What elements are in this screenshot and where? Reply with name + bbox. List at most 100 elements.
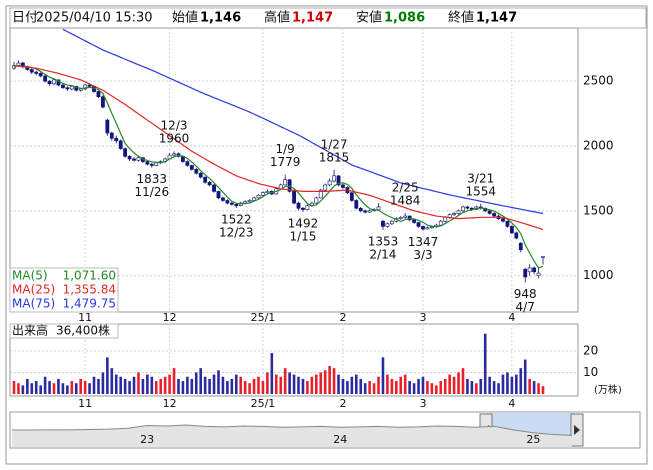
- volume-bar: [479, 378, 483, 394]
- x-tick-label: 4: [508, 397, 515, 410]
- volume-bar: [532, 381, 536, 394]
- candle-body: [60, 84, 65, 88]
- volume-bar: [168, 374, 171, 394]
- volume-bar: [457, 372, 460, 394]
- price-panel: [9, 27, 579, 313]
- x-tick-label: 11: [78, 311, 92, 324]
- candle-body: [149, 163, 154, 166]
- candle-body: [487, 210, 492, 214]
- y-tick-label: 2000: [583, 139, 614, 153]
- candle-body: [381, 220, 385, 227]
- volume-bar: [52, 383, 56, 394]
- candle-body: [212, 184, 216, 192]
- date-label: 日付: [12, 11, 38, 26]
- x-tick-label: 2: [339, 397, 346, 410]
- x-tick-label: 25/1: [251, 397, 276, 410]
- candle-body: [412, 219, 416, 223]
- volume-bar: [159, 378, 162, 394]
- annotation-value: 1522: [221, 212, 252, 226]
- volume-bar: [506, 372, 509, 394]
- candle-body: [78, 88, 83, 91]
- annotation-value: 1815: [319, 151, 350, 165]
- volume-bar: [43, 376, 47, 394]
- volume-bar: [403, 374, 407, 394]
- quote-field-name: 高値: [264, 10, 290, 26]
- volume-bar: [528, 378, 531, 394]
- volume-bar: [497, 383, 500, 394]
- annotation-date: 4/7: [516, 300, 535, 314]
- volume-bar: [88, 383, 91, 394]
- candle-body: [398, 217, 403, 219]
- volume-title: 出来高: [12, 323, 48, 338]
- volume-bar: [288, 372, 291, 394]
- navigator-label: 24: [333, 433, 347, 446]
- volume-bar: [466, 378, 469, 394]
- y-tick-label: 1000: [583, 268, 614, 282]
- candle-body: [376, 206, 381, 210]
- volume-bar: [417, 378, 420, 394]
- volume-bar: [261, 381, 265, 394]
- volume-bar: [395, 381, 398, 394]
- candle-body: [123, 148, 128, 157]
- quote-field-name: 安値: [356, 10, 382, 26]
- candle-body: [29, 69, 34, 73]
- volume-bar: [74, 383, 78, 394]
- volume-bar: [488, 376, 491, 394]
- candle-body: [145, 161, 150, 165]
- volume-bar: [172, 368, 176, 394]
- volume-bar: [323, 370, 327, 394]
- candle-body: [265, 191, 270, 193]
- volume-bar: [79, 378, 82, 394]
- candle-body: [403, 215, 408, 218]
- x-tick-label: 11: [78, 397, 92, 410]
- volume-bar: [57, 378, 60, 394]
- x-tick-label: 4: [508, 311, 515, 324]
- volume-bar: [61, 383, 65, 394]
- volume-bar: [212, 374, 216, 394]
- candle-body: [132, 158, 136, 161]
- candle-body: [65, 87, 70, 90]
- volume-bar: [372, 383, 376, 394]
- candle-body: [492, 213, 497, 217]
- volume-bar: [106, 357, 109, 394]
- candle-body: [509, 226, 514, 234]
- annotation-value: 1484: [390, 193, 421, 207]
- candle-body: [292, 191, 296, 204]
- candle-body: [207, 182, 212, 186]
- volume-bar: [199, 368, 203, 394]
- volume-bar: [119, 376, 122, 394]
- volume-bar: [257, 376, 260, 394]
- annotation-date: 12/3: [161, 119, 188, 133]
- volume-bar: [537, 383, 540, 394]
- volume-bar: [132, 376, 136, 394]
- x-tick-label: 12: [163, 311, 177, 324]
- annotation-date: 1/27: [321, 138, 348, 152]
- quote-field-value: 1,147: [476, 11, 517, 26]
- candle-body: [305, 205, 310, 210]
- candle-body: [256, 194, 261, 199]
- candle-body: [74, 86, 79, 91]
- candle-body: [367, 210, 372, 213]
- volume-bar: [217, 370, 220, 394]
- volume-bar: [181, 381, 185, 394]
- volume-bar: [408, 381, 411, 394]
- quote-field-value: 1,086: [384, 11, 425, 26]
- volume-bar: [154, 381, 158, 394]
- legend-value: 1,479.75: [63, 297, 116, 311]
- navigator-label: 23: [140, 433, 154, 446]
- candle-body: [523, 268, 528, 278]
- volume-bar: [350, 376, 354, 394]
- candle-body: [247, 200, 252, 203]
- volume-bar: [234, 374, 238, 394]
- volume-bar: [301, 378, 305, 394]
- candle-body: [407, 215, 412, 221]
- volume-bar: [177, 378, 180, 394]
- volume-bar: [186, 376, 189, 394]
- volume-bar: [377, 376, 380, 394]
- volume-bar: [137, 372, 140, 394]
- candle-body: [96, 91, 101, 98]
- volume-bar: [208, 378, 211, 394]
- candle-body: [385, 223, 390, 227]
- volume-bar: [194, 372, 198, 394]
- volume-latest: 36,400株: [56, 323, 110, 338]
